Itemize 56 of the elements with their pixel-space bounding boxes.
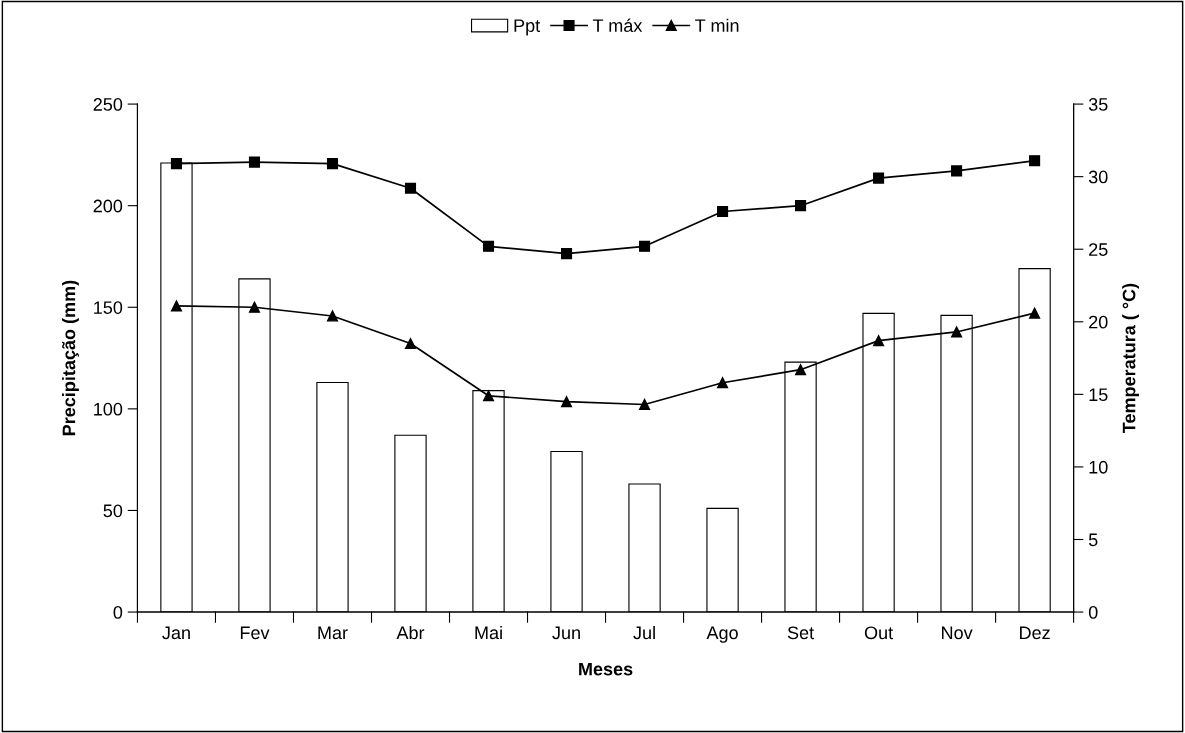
y2-tick-label: 15 (1089, 388, 1108, 402)
point (482, 240, 495, 252)
x-tick-label: Jul (633, 625, 655, 640)
x-tick-label: Mai (475, 625, 502, 640)
y-tick-label: 200 (93, 199, 123, 213)
point (795, 200, 807, 212)
point (1029, 307, 1041, 319)
point (326, 310, 339, 322)
point (873, 335, 885, 347)
y2-tick-label: 35 (1088, 98, 1108, 111)
point (404, 182, 417, 194)
point (716, 377, 729, 389)
x-tick-label: Jan (162, 626, 190, 640)
y2-tick-label: 10 (1089, 460, 1108, 474)
point (560, 396, 573, 408)
point (248, 156, 261, 168)
y-axis-title: Precipitação (mm) (62, 280, 79, 436)
point (795, 364, 807, 376)
point (873, 172, 885, 184)
point (170, 158, 183, 170)
x-tick-label: Dez (1020, 626, 1050, 640)
x-tick-label: Nov (942, 626, 973, 640)
y-tick-label: 250 (93, 98, 123, 111)
point (482, 390, 495, 402)
x-axis-title: Meses (579, 662, 633, 676)
x-tick-label: Abr (396, 625, 425, 640)
y-tick-label: 100 (94, 402, 123, 416)
point (716, 205, 729, 218)
y2-tick-label: 25 (1089, 243, 1108, 256)
legend-label: T máx (592, 18, 643, 32)
y-tick-label: 50 (103, 504, 123, 518)
legend-label: T min (695, 18, 739, 32)
point (248, 301, 261, 313)
legend-label: Ppt (514, 19, 541, 36)
point (404, 338, 417, 350)
y2-tick-label: 0 (1088, 605, 1098, 619)
y-tick-label: 150 (94, 301, 123, 314)
point (951, 165, 963, 177)
point (951, 326, 963, 338)
x-tick-label: Mar (318, 626, 348, 640)
x-tick-label: Out (864, 626, 893, 640)
point (1029, 155, 1041, 167)
x-tick-label: Fev (240, 626, 270, 640)
point (560, 248, 573, 260)
point (170, 300, 183, 312)
y-tick-label: 0 (113, 605, 123, 619)
point (326, 158, 339, 170)
x-tick-label: Ago (706, 626, 738, 643)
y2-tick-label: 5 (1088, 533, 1098, 547)
y2-axis-title: Temperatura ( °C) (1122, 283, 1139, 434)
y2-tick-label: 30 (1088, 170, 1108, 184)
point (638, 398, 651, 411)
x-tick-label: Jun (552, 626, 580, 640)
y2-tick-label: 20 (1089, 315, 1108, 329)
point (638, 240, 651, 252)
x-tick-label: Set (787, 626, 814, 640)
